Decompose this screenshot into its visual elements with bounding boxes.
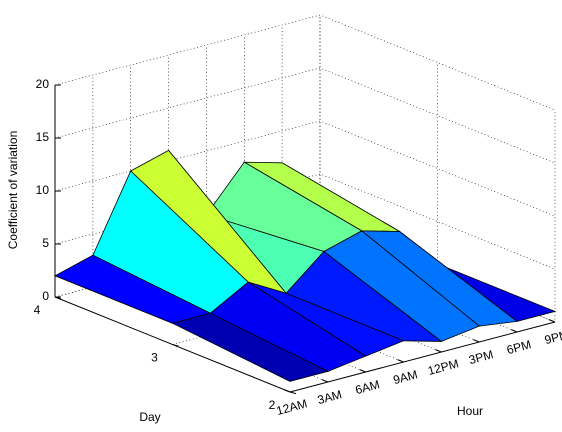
y-tick-label: 3 [151,351,158,365]
y-tick [289,391,297,395]
grid-line [54,67,556,164]
x-tick-label: 6AM [354,377,381,397]
y-tick-label: 2 [269,398,276,412]
grid-line [54,14,556,111]
x-tick [321,379,329,383]
axis-line [289,321,556,393]
z-axis-label: Coefficient of variation [6,131,20,250]
z-tick-label: 0 [42,289,49,303]
surface-patch [171,312,330,382]
x-tick [397,359,404,363]
x-tick [359,369,366,373]
x-axis-label: Hour [457,404,483,418]
z-tick-label: 10 [36,183,50,197]
x-tick-label: 9AM [392,367,419,387]
z-tick-label: 20 [36,77,50,91]
z-tick-label: 15 [36,130,50,144]
x-tick [473,339,480,343]
z-tick-label: 5 [42,236,49,250]
x-tick-label: 6PM [505,337,532,357]
axis-line [54,296,291,393]
x-tick-label: 3AM [316,387,343,407]
x-tick-label: 12AM [275,396,309,418]
x-tick-label: 12PM [426,356,460,378]
y-axis-label: Day [139,410,160,424]
x-tick [435,349,442,353]
y-tick-label: 4 [34,303,41,317]
x-tick-label: 3PM [467,347,494,367]
x-tick [510,329,518,333]
x-tick [548,319,556,323]
x-tick-label: 9PM [543,327,562,347]
